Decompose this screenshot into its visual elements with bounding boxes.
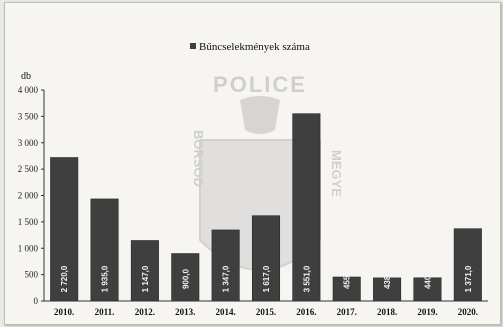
bar-2017: [332, 276, 361, 302]
y-tick-label: 500: [25, 270, 39, 280]
bar-data-label: 1 347,0: [222, 265, 231, 292]
bar-data-label: 440,0: [423, 268, 432, 289]
legend-label: Bűncselekmények száma: [199, 41, 310, 53]
bar-series: 2 720,0 1 935,0 1 147,0 900,0 1 347,0 1 617,0…: [50, 113, 482, 302]
y-tick-label: 2 500: [18, 164, 39, 174]
x-category-label: 2011.: [95, 307, 115, 317]
bar-2015: [251, 215, 281, 302]
y-tick-label: 1 000: [18, 243, 39, 253]
x-category-label: 2012.: [135, 307, 155, 317]
bar-2019: [413, 277, 442, 302]
bar-data-label: 1 147,0: [141, 265, 150, 292]
x-category-label: 2019.: [417, 307, 437, 317]
bar-data-label: 2 720,0: [60, 265, 69, 292]
bar-data-label: 1 617,0: [262, 265, 271, 292]
x-category-label: 2016.: [296, 307, 316, 317]
bar-2020: [453, 228, 482, 302]
bar-2013: [171, 253, 200, 302]
bar-data-label: 1 371,0: [464, 265, 473, 292]
bar-2010: [50, 157, 79, 302]
bar-2012: [130, 240, 159, 302]
bar-data-label: 3 551,0: [302, 265, 311, 292]
x-axis-labels: 2010. 2011. 2012. 2013. 2014. 2015. 2016. 2017.…: [54, 307, 478, 317]
legend-swatch: [190, 43, 196, 49]
legend: Bűncselekmények száma: [190, 41, 310, 53]
watermark-eagle: [240, 96, 280, 134]
bar-data-label: 900,0: [181, 268, 190, 289]
x-category-label: 2014.: [216, 307, 236, 317]
y-tick-label: 1 500: [18, 217, 39, 227]
bar-data-label: 1 935,0: [101, 265, 110, 292]
y-axis-unit-label: db: [21, 71, 31, 82]
y-tick-label: 3 000: [18, 138, 39, 148]
y-tick-label: 2 000: [18, 191, 39, 201]
x-category-label: 2010.: [54, 307, 74, 317]
bar-2014: [211, 229, 240, 302]
watermark-ring-left: BORSOD: [191, 130, 206, 187]
y-axis-ticks: 0 500 1 000 1 500 2 000 2 500 3 000 3 500 4 000: [18, 85, 44, 306]
y-tick-label: 4 000: [18, 85, 39, 95]
x-category-label: 2018.: [377, 307, 397, 317]
x-category-label: 2013.: [175, 307, 195, 317]
bar-2016: [292, 113, 321, 302]
bar-data-label: 438,0: [383, 268, 392, 289]
x-category-label: 2020.: [458, 307, 478, 317]
bar-2011: [90, 198, 119, 302]
y-tick-label: 3 500: [18, 111, 39, 121]
y-tick-label: 0: [34, 296, 39, 306]
watermark-ring-right: MEGYE: [329, 150, 344, 197]
bar-2018: [373, 277, 402, 302]
x-category-label: 2015.: [256, 307, 276, 317]
bar-data-label: 455,0: [343, 268, 352, 289]
watermark-police-text: POLICE: [213, 72, 307, 97]
x-category-label: 2017.: [337, 307, 357, 317]
